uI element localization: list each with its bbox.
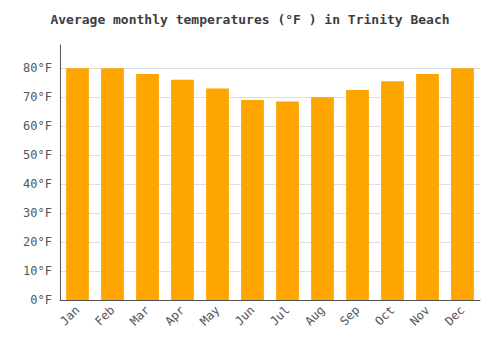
svg-text:60°F: 60°F: [23, 119, 52, 133]
svg-text:10°F: 10°F: [23, 264, 52, 278]
svg-text:80°F: 80°F: [23, 61, 52, 75]
svg-text:Jul: Jul: [267, 303, 292, 328]
svg-text:Apr: Apr: [162, 303, 187, 328]
svg-text:20°F: 20°F: [23, 235, 52, 249]
svg-text:Sep: Sep: [337, 303, 362, 328]
svg-text:40°F: 40°F: [23, 177, 52, 191]
svg-text:Aug: Aug: [302, 303, 327, 328]
svg-text:Average monthly temperatures (: Average monthly temperatures (°F ) in Tr…: [50, 12, 449, 27]
svg-text:70°F: 70°F: [23, 90, 52, 104]
svg-text:Oct: Oct: [372, 303, 397, 328]
svg-text:0°F: 0°F: [30, 293, 52, 307]
svg-text:50°F: 50°F: [23, 148, 52, 162]
svg-text:Feb: Feb: [92, 303, 117, 328]
svg-text:Nov: Nov: [407, 303, 432, 328]
svg-text:Jan: Jan: [57, 303, 82, 328]
svg-text:Dec: Dec: [442, 303, 467, 328]
svg-text:Mar: Mar: [127, 303, 152, 328]
svg-text:May: May: [197, 303, 222, 328]
svg-text:Jun: Jun: [232, 303, 257, 328]
svg-text:30°F: 30°F: [23, 206, 52, 220]
